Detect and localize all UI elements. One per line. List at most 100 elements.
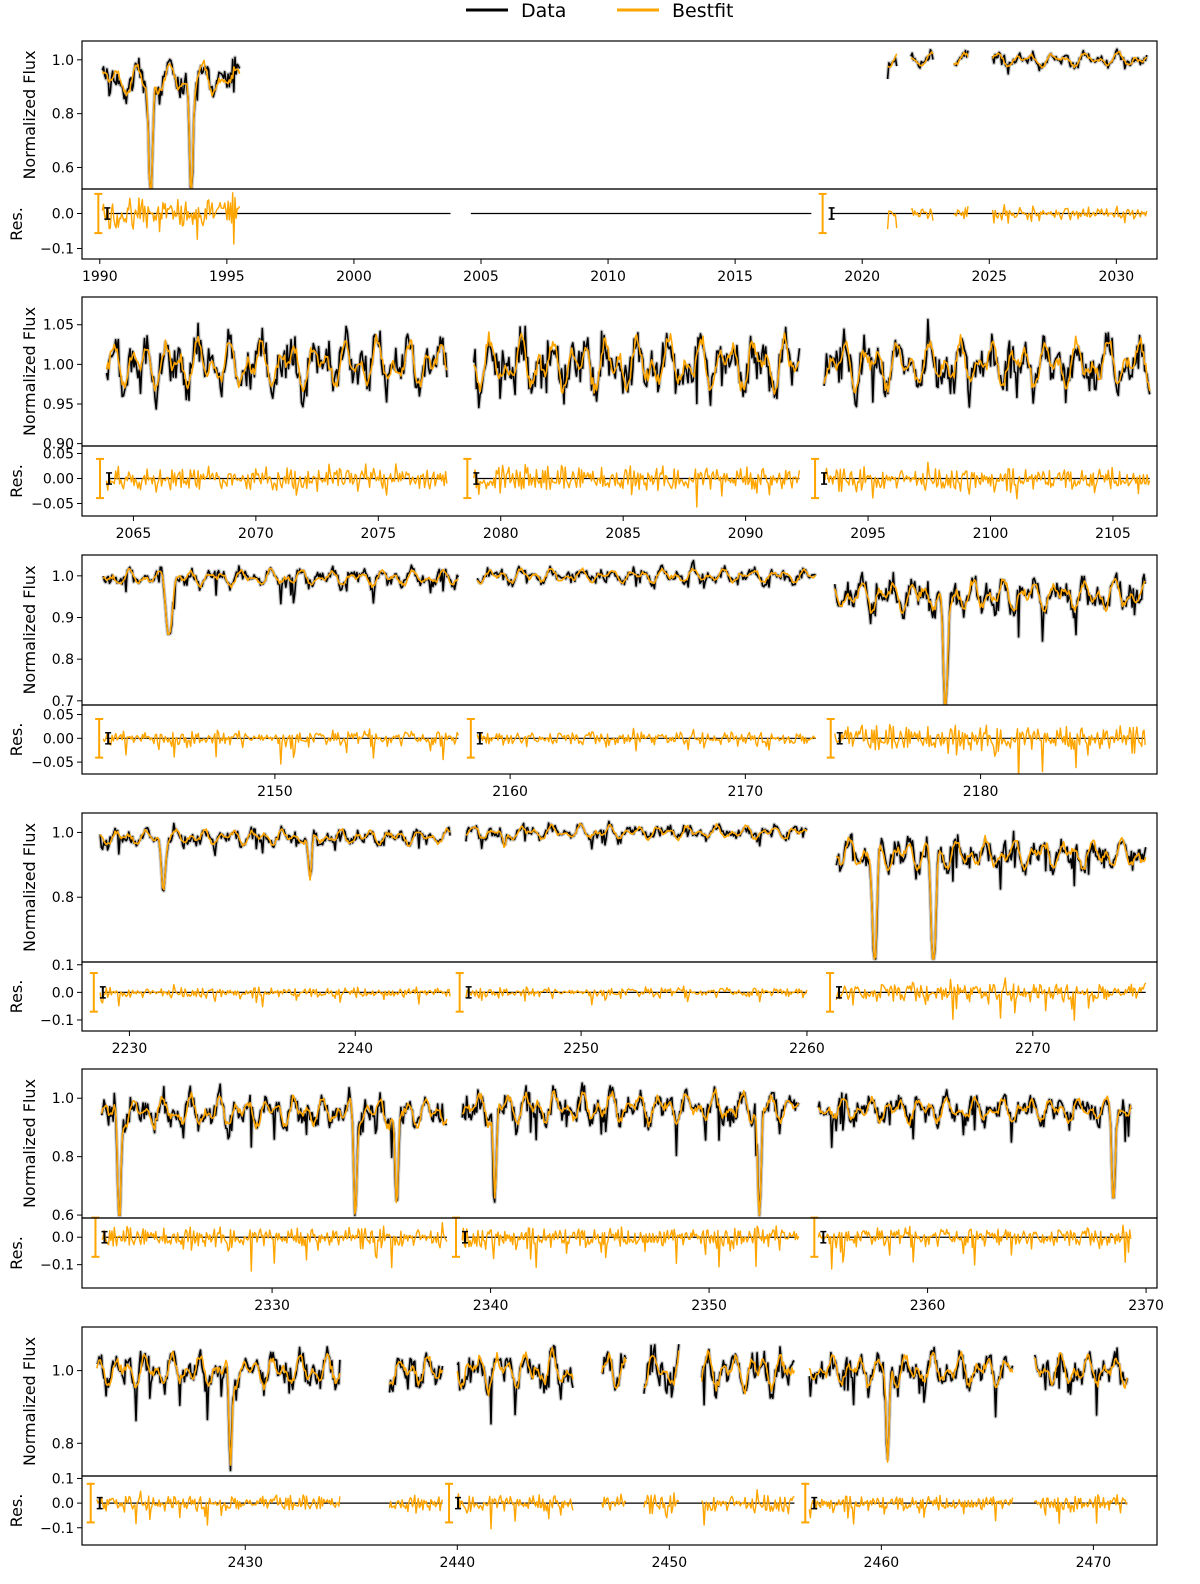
residual-axes-frame [81, 961, 1158, 1032]
flux-plot [95, 1342, 1130, 1473]
xtick-label: 2460 [864, 1555, 900, 1571]
xtick-label: 2370 [1128, 1298, 1164, 1314]
data-series-segment-1 [105, 322, 448, 410]
residual-ytick-label: −0.1 [40, 1013, 74, 1029]
flux-ytick-label: 0.7 [52, 694, 74, 710]
bestfit-series-segment-1 [100, 1091, 448, 1216]
xtick-label: 2360 [910, 1298, 946, 1314]
legend: Data Bestfit [466, 0, 734, 22]
panel-5: 0.6 0.8 1.0 −0.1 0.0 2330 2340 2350 2360 2370 Norm… [7, 1068, 1164, 1314]
flux-error-band [455, 1342, 796, 1426]
panels: 0.6 0.8 1.0 −0.1 0.0 1990 1995 2000 2005 2010 2015… [7, 40, 1164, 1571]
xtick-label: 2015 [717, 269, 753, 285]
bestfit-series-segment-1 [96, 1350, 444, 1466]
residual-plot [99, 977, 1147, 1021]
residual-ytick-label: −0.05 [31, 497, 74, 513]
residual-series-segment-2 [465, 985, 808, 1006]
flux-ylabel: Normalized Flux [20, 1079, 39, 1208]
flux-ytick-label: 1.05 [43, 318, 74, 334]
flux-error-band [807, 1345, 1130, 1462]
panel-2: 0.90 0.95 1.00 1.05 −0.05 0.00 0.05 2065 2070 207… [7, 296, 1158, 542]
flux-plot [100, 47, 1149, 189]
residual-ytick-label: 0.0 [52, 207, 74, 223]
data-series-segment-3 [808, 1346, 1129, 1460]
residual-axes-frame [81, 188, 1158, 260]
residual-ylabel: Res. [7, 464, 26, 498]
residual-plot [105, 461, 1151, 508]
data-series-segment-2 [473, 325, 801, 409]
flux-ylabel: Normalized Flux [20, 50, 39, 179]
residual-series-segment-2 [886, 204, 1148, 230]
residual-error-bar [811, 457, 828, 500]
residual-axes-frame [81, 1475, 1158, 1546]
residual-ytick-label: −0.1 [40, 1521, 74, 1537]
bestfit-series-segment-3 [823, 333, 1151, 394]
xtick-label: 2150 [257, 784, 293, 800]
panel-6: 0.8 1.0 −0.1 0.0 0.1 2430 2440 2450 2460 2470 Norm… [7, 1326, 1158, 1571]
flux-ytick-label: 0.90 [43, 437, 74, 453]
residual-ytick-label: −0.1 [40, 242, 74, 258]
residual-series-segment-1 [105, 463, 448, 496]
xtick-label: 2025 [971, 269, 1007, 285]
xtick-label: 2250 [563, 1041, 599, 1057]
residual-error-bar [826, 972, 843, 1013]
residual-series-segment-1 [101, 1222, 448, 1272]
bestfit-series-segment-2 [462, 1088, 800, 1216]
panel-1: 0.6 0.8 1.0 −0.1 0.0 1990 1995 2000 2005 2010 2015… [7, 40, 1158, 285]
residual-plot [102, 723, 1146, 774]
residual-axes-frame [81, 704, 1158, 775]
residual-series-segment-2 [461, 1225, 800, 1269]
xtick-label: 2070 [238, 526, 274, 542]
flux-ylabel: Normalized Flux [20, 565, 39, 694]
xtick-label: 2010 [590, 269, 626, 285]
xtick-label: 2430 [227, 1555, 263, 1571]
xtick-label: 2270 [1015, 1041, 1051, 1057]
residual-ytick-label: 0.05 [43, 708, 74, 724]
residual-ytick-label: 0.05 [43, 447, 74, 463]
xtick-label: 2090 [728, 526, 764, 542]
residual-ytick-label: 0.0 [52, 985, 74, 1001]
xtick-label: 2170 [728, 784, 764, 800]
xtick-label: 2340 [473, 1298, 509, 1314]
flux-plot [104, 317, 1152, 411]
residual-error-bar [466, 717, 483, 759]
residual-series-segment-1 [101, 192, 241, 245]
xtick-label: 2180 [963, 784, 999, 800]
residual-error-bar [91, 1216, 108, 1258]
residual-series-segment-2 [473, 463, 801, 508]
residual-error-bar [95, 717, 112, 759]
residual-error-bar [455, 972, 472, 1013]
bestfit-series-segment-2 [456, 1347, 796, 1397]
xtick-label: 2030 [1099, 269, 1135, 285]
xtick-label: 2330 [254, 1298, 290, 1314]
xtick-label: 2240 [337, 1041, 373, 1057]
residual-plot [101, 1222, 1132, 1272]
residual-series-segment-3 [808, 1494, 1128, 1525]
flux-ytick-label: 0.8 [52, 652, 74, 668]
residual-error-bar [86, 1482, 103, 1524]
bestfit-series-segment-3 [833, 577, 1146, 705]
residual-ytick-label: 0.1 [52, 958, 74, 974]
bestfit-series-segment-1 [102, 567, 459, 635]
flux-ytick-label: 0.8 [52, 107, 74, 123]
xtick-label: 1995 [209, 269, 245, 285]
residual-axes-frame [81, 445, 1158, 517]
bestfit-series-segment-2 [887, 50, 1148, 69]
bestfit-series-segment-1 [99, 827, 451, 891]
xtick-label: 2005 [463, 269, 499, 285]
xtick-label: 2350 [691, 1298, 727, 1314]
xtick-label: 2440 [439, 1555, 475, 1571]
residual-ylabel: Res. [7, 723, 26, 757]
data-series-segment-1 [101, 56, 241, 189]
residual-error-bar [445, 1482, 462, 1524]
residual-error-bar [89, 972, 106, 1013]
residual-ylabel: Res. [7, 207, 26, 241]
xtick-label: 2065 [116, 526, 152, 542]
xtick-label: 2160 [492, 784, 528, 800]
flux-ytick-label: 1.0 [52, 569, 74, 585]
bestfit-series-segment-1 [101, 59, 241, 189]
legend-label-data: Data [521, 0, 566, 22]
xtick-label: 2105 [1095, 526, 1131, 542]
xtick-label: 2075 [360, 526, 396, 542]
